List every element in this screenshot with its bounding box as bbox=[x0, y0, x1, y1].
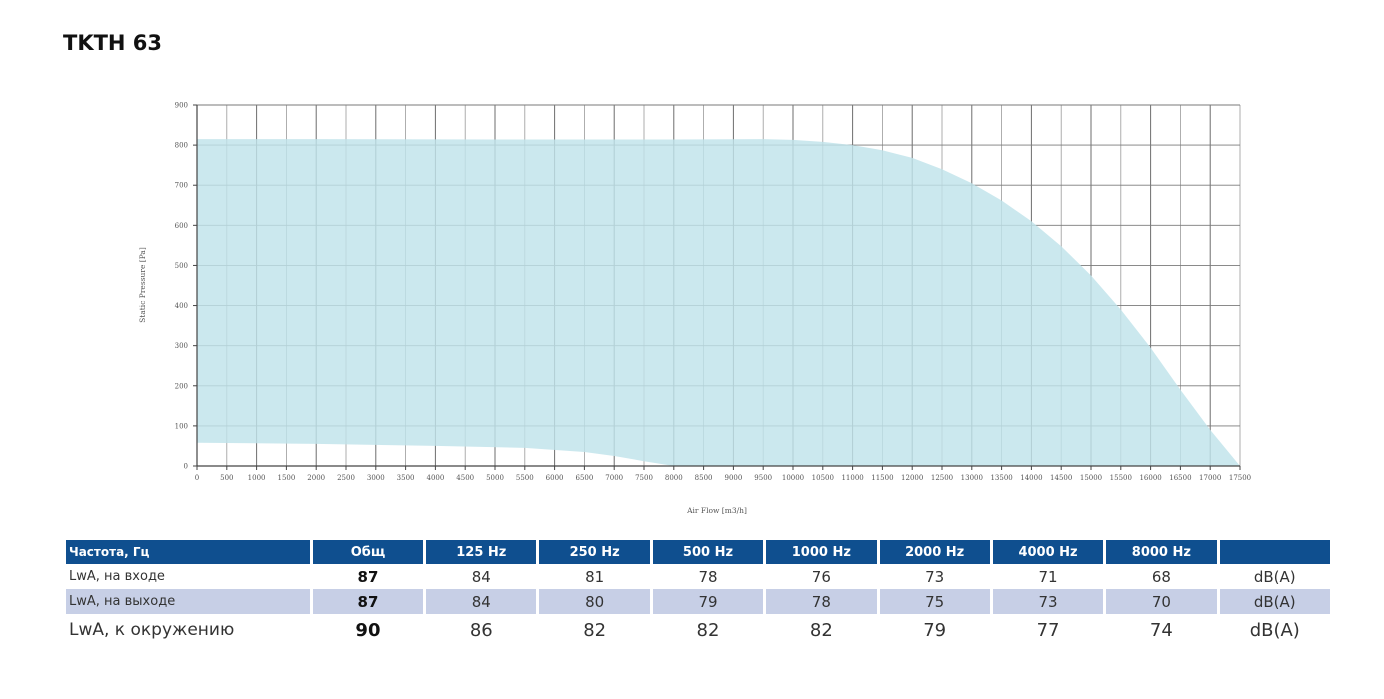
cell-value: 76 bbox=[811, 567, 831, 586]
cell-value: 73 bbox=[925, 567, 945, 586]
x-tick-label: 3000 bbox=[367, 474, 385, 482]
x-tick-label: 10500 bbox=[812, 474, 834, 482]
x-tick-label: 11500 bbox=[871, 474, 893, 482]
column-header-8000: 8000 Hz bbox=[1106, 540, 1217, 564]
column-header-125: 125 Hz bbox=[426, 540, 537, 564]
x-tick-label: 6000 bbox=[546, 474, 564, 482]
cell-value: 84 bbox=[471, 567, 491, 586]
y-tick-label: 900 bbox=[175, 102, 188, 110]
cell-value: 86 bbox=[469, 619, 493, 641]
table-row: LwA, к окружению 90 86 82 82 82 79 77 74… bbox=[66, 614, 1330, 646]
cell-value: 71 bbox=[1038, 567, 1058, 586]
x-tick-label: 13500 bbox=[990, 474, 1012, 482]
frequency-header: Частота, Гц bbox=[66, 540, 310, 564]
x-tick-label: 16000 bbox=[1139, 474, 1161, 482]
x-tick-label: 15000 bbox=[1080, 474, 1102, 482]
y-tick-label: 200 bbox=[175, 382, 188, 390]
table-header-row: Частота, Гц Общ 125 Hz 250 Hz 500 Hz 100… bbox=[66, 540, 1330, 564]
x-tick-label: 2500 bbox=[337, 474, 355, 482]
column-header-250: 250 Hz bbox=[539, 540, 650, 564]
cell-value: 78 bbox=[698, 567, 718, 586]
row-label: LwA, к окружению bbox=[69, 620, 235, 640]
total-value: 87 bbox=[312, 589, 424, 614]
x-tick-label: 4500 bbox=[456, 474, 474, 482]
cell-value: 77 bbox=[1036, 619, 1060, 641]
x-tick-label: 7500 bbox=[635, 474, 653, 482]
unit-value: dB(A) bbox=[1253, 567, 1296, 586]
x-tick-label: 4000 bbox=[426, 474, 444, 482]
x-tick-labels: 0 500 1000 1500 2000 2500 3000 3500 4000 4500 5000… bbox=[195, 474, 1251, 482]
y-tick-label: 700 bbox=[175, 182, 188, 190]
table-row: LwA, на входе 87 84 81 78 76 73 71 68 dB… bbox=[66, 564, 1330, 589]
x-tick-label: 14000 bbox=[1020, 474, 1042, 482]
x-tick-label: 12000 bbox=[901, 474, 923, 482]
y-tick-label: 100 bbox=[175, 422, 188, 430]
column-header-1000: 1000 Hz bbox=[766, 540, 877, 564]
x-tick-label: 0 bbox=[195, 474, 199, 482]
y-tick-label: 300 bbox=[175, 342, 188, 350]
x-tick-label: 13000 bbox=[961, 474, 983, 482]
x-tick-label: 12500 bbox=[931, 474, 953, 482]
y-axis-title: Static Pressure [Pa] bbox=[138, 247, 147, 323]
cell-value: 82 bbox=[583, 619, 607, 641]
x-tick-label: 8000 bbox=[665, 474, 683, 482]
column-header-500: 500 Hz bbox=[652, 540, 764, 564]
x-tick-label: 500 bbox=[220, 474, 233, 482]
y-tick-label: 0 bbox=[184, 463, 188, 471]
cell-value: 73 bbox=[992, 589, 1104, 614]
x-tick-label: 5500 bbox=[516, 474, 534, 482]
x-tick-label: 7000 bbox=[605, 474, 623, 482]
cell-value: 68 bbox=[1151, 567, 1171, 586]
cell-value: 84 bbox=[426, 589, 537, 614]
column-header-unit bbox=[1219, 540, 1330, 564]
total-value: 90 bbox=[355, 619, 381, 641]
x-tick-label: 10000 bbox=[782, 474, 804, 482]
unit-value: dB(A) bbox=[1219, 589, 1330, 614]
column-header-2000: 2000 Hz bbox=[879, 540, 990, 564]
x-axis-title: Air Flow [m3/h] bbox=[686, 506, 747, 515]
y-tick-labels: 0 100 200 300 400 500 600 700 800 900 bbox=[175, 102, 188, 471]
operating-range-area bbox=[197, 139, 1240, 466]
x-tick-label: 5000 bbox=[486, 474, 504, 482]
cell-value: 70 bbox=[1106, 589, 1217, 614]
y-tick-label: 800 bbox=[175, 142, 188, 150]
x-tick-label: 1500 bbox=[277, 474, 295, 482]
row-label: LwA, на выходе bbox=[66, 589, 310, 614]
x-tick-label: 14500 bbox=[1050, 474, 1072, 482]
cell-value: 79 bbox=[652, 589, 764, 614]
cell-value: 81 bbox=[585, 567, 605, 586]
row-label: LwA, на входе bbox=[69, 569, 165, 584]
x-tick-label: 9000 bbox=[724, 474, 742, 482]
x-tick-label: 8500 bbox=[695, 474, 713, 482]
x-tick-label: 11000 bbox=[841, 474, 863, 482]
x-tick-label: 9500 bbox=[754, 474, 772, 482]
x-tick-label: 17000 bbox=[1199, 474, 1221, 482]
column-header-4000: 4000 Hz bbox=[992, 540, 1104, 564]
y-tick-label: 500 bbox=[175, 262, 188, 270]
x-tick-label: 3500 bbox=[397, 474, 415, 482]
x-tick-label: 6500 bbox=[575, 474, 593, 482]
page-title: TKTH 63 bbox=[63, 31, 163, 55]
x-tick-label: 1000 bbox=[248, 474, 266, 482]
x-tick-label: 16500 bbox=[1169, 474, 1191, 482]
cell-value: 80 bbox=[539, 589, 650, 614]
x-tick-label: 2000 bbox=[307, 474, 325, 482]
total-value: 87 bbox=[357, 567, 379, 586]
cell-value: 78 bbox=[766, 589, 877, 614]
y-tick-label: 600 bbox=[175, 222, 188, 230]
cell-value: 75 bbox=[879, 589, 990, 614]
cell-value: 79 bbox=[923, 619, 947, 641]
cell-value: 74 bbox=[1149, 619, 1173, 641]
sound-power-table: Частота, Гц Общ 125 Hz 250 Hz 500 Hz 100… bbox=[63, 540, 1333, 646]
x-tick-label: 17500 bbox=[1229, 474, 1251, 482]
cell-value: 82 bbox=[696, 619, 720, 641]
column-header-total: Общ bbox=[312, 540, 424, 564]
x-tick-label: 15500 bbox=[1110, 474, 1132, 482]
table-row: LwA, на выходе 87 84 80 79 78 75 73 70 d… bbox=[66, 589, 1330, 614]
unit-value: dB(A) bbox=[1249, 619, 1300, 641]
chart-axes bbox=[193, 104, 1241, 470]
cell-value: 82 bbox=[809, 619, 833, 641]
fan-performance-chart: 0 500 1000 1500 2000 2500 3000 3500 4000 4500 5000… bbox=[138, 102, 1251, 516]
y-tick-label: 400 bbox=[175, 302, 188, 310]
